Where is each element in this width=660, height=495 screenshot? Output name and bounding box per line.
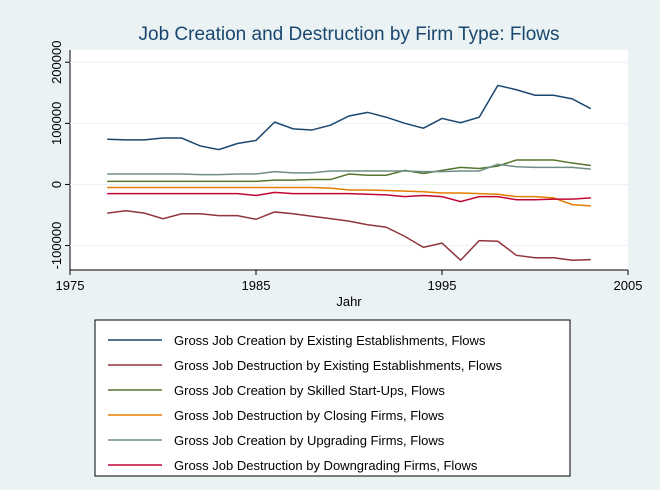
y-tick-label: 200000	[49, 41, 64, 84]
legend-label: Gross Job Destruction by Closing Firms, …	[174, 408, 445, 423]
legend-label: Gross Job Destruction by Existing Establ…	[174, 358, 503, 373]
y-tick-label: 0	[49, 181, 64, 188]
series-line	[107, 163, 591, 176]
series-line	[107, 186, 591, 207]
legend-label: Gross Job Destruction by Downgrading Fir…	[174, 458, 478, 473]
series-line	[107, 159, 591, 183]
x-tick-label: 1995	[428, 278, 457, 293]
legend-label: Gross Job Creation by Existing Establish…	[174, 333, 486, 348]
legend-label: Gross Job Creation by Upgrading Firms, F…	[174, 433, 445, 448]
y-tick-label: -100000	[49, 222, 64, 270]
series-line	[107, 84, 592, 151]
chart-title: Job Creation and Destruction by Firm Typ…	[139, 24, 560, 45]
x-tick-label: 2005	[614, 278, 643, 293]
legend	[94, 319, 571, 477]
legend-label: Gross Job Creation by Skilled Start-Ups,…	[174, 383, 445, 398]
x-axis-label: Jahr	[336, 294, 362, 309]
series-line	[107, 191, 591, 203]
x-tick-label: 1975	[56, 278, 85, 293]
y-tick-label: 100000	[49, 102, 64, 145]
series-line	[107, 209, 591, 262]
x-tick-label: 1985	[242, 278, 271, 293]
